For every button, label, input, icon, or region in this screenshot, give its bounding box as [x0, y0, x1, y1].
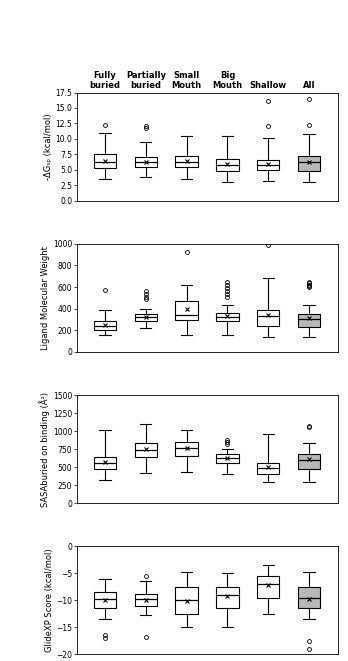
Text: Fully
buried: Fully buried — [89, 71, 121, 91]
PathPatch shape — [216, 454, 239, 463]
PathPatch shape — [298, 314, 320, 327]
PathPatch shape — [94, 321, 116, 330]
Text: Shallow: Shallow — [250, 81, 287, 91]
Text: Big
Mouth: Big Mouth — [212, 71, 243, 91]
PathPatch shape — [135, 443, 157, 457]
PathPatch shape — [216, 313, 239, 321]
PathPatch shape — [135, 314, 157, 321]
Text: Small
Mouth: Small Mouth — [172, 71, 202, 91]
Y-axis label: Ligand Molecular Weight: Ligand Molecular Weight — [41, 246, 50, 350]
PathPatch shape — [257, 161, 279, 170]
PathPatch shape — [216, 587, 239, 609]
PathPatch shape — [94, 457, 116, 469]
Y-axis label: -ΔGₛₚ (kcal/mol): -ΔGₛₚ (kcal/mol) — [44, 113, 53, 180]
PathPatch shape — [175, 156, 198, 167]
Y-axis label: SASAburied on binding (Å²): SASAburied on binding (Å²) — [39, 391, 50, 506]
PathPatch shape — [298, 155, 320, 171]
PathPatch shape — [175, 587, 198, 614]
PathPatch shape — [257, 310, 279, 326]
PathPatch shape — [135, 594, 157, 605]
Text: All: All — [303, 81, 315, 91]
Text: Partially
buried: Partially buried — [126, 71, 166, 91]
PathPatch shape — [298, 454, 320, 469]
PathPatch shape — [94, 592, 116, 609]
PathPatch shape — [298, 587, 320, 609]
PathPatch shape — [257, 463, 279, 473]
PathPatch shape — [216, 159, 239, 171]
PathPatch shape — [175, 301, 198, 320]
PathPatch shape — [135, 157, 157, 167]
Y-axis label: GlideXP Score (kcal/mol): GlideXP Score (kcal/mol) — [45, 549, 54, 652]
PathPatch shape — [94, 154, 116, 169]
PathPatch shape — [257, 576, 279, 598]
PathPatch shape — [175, 442, 198, 456]
